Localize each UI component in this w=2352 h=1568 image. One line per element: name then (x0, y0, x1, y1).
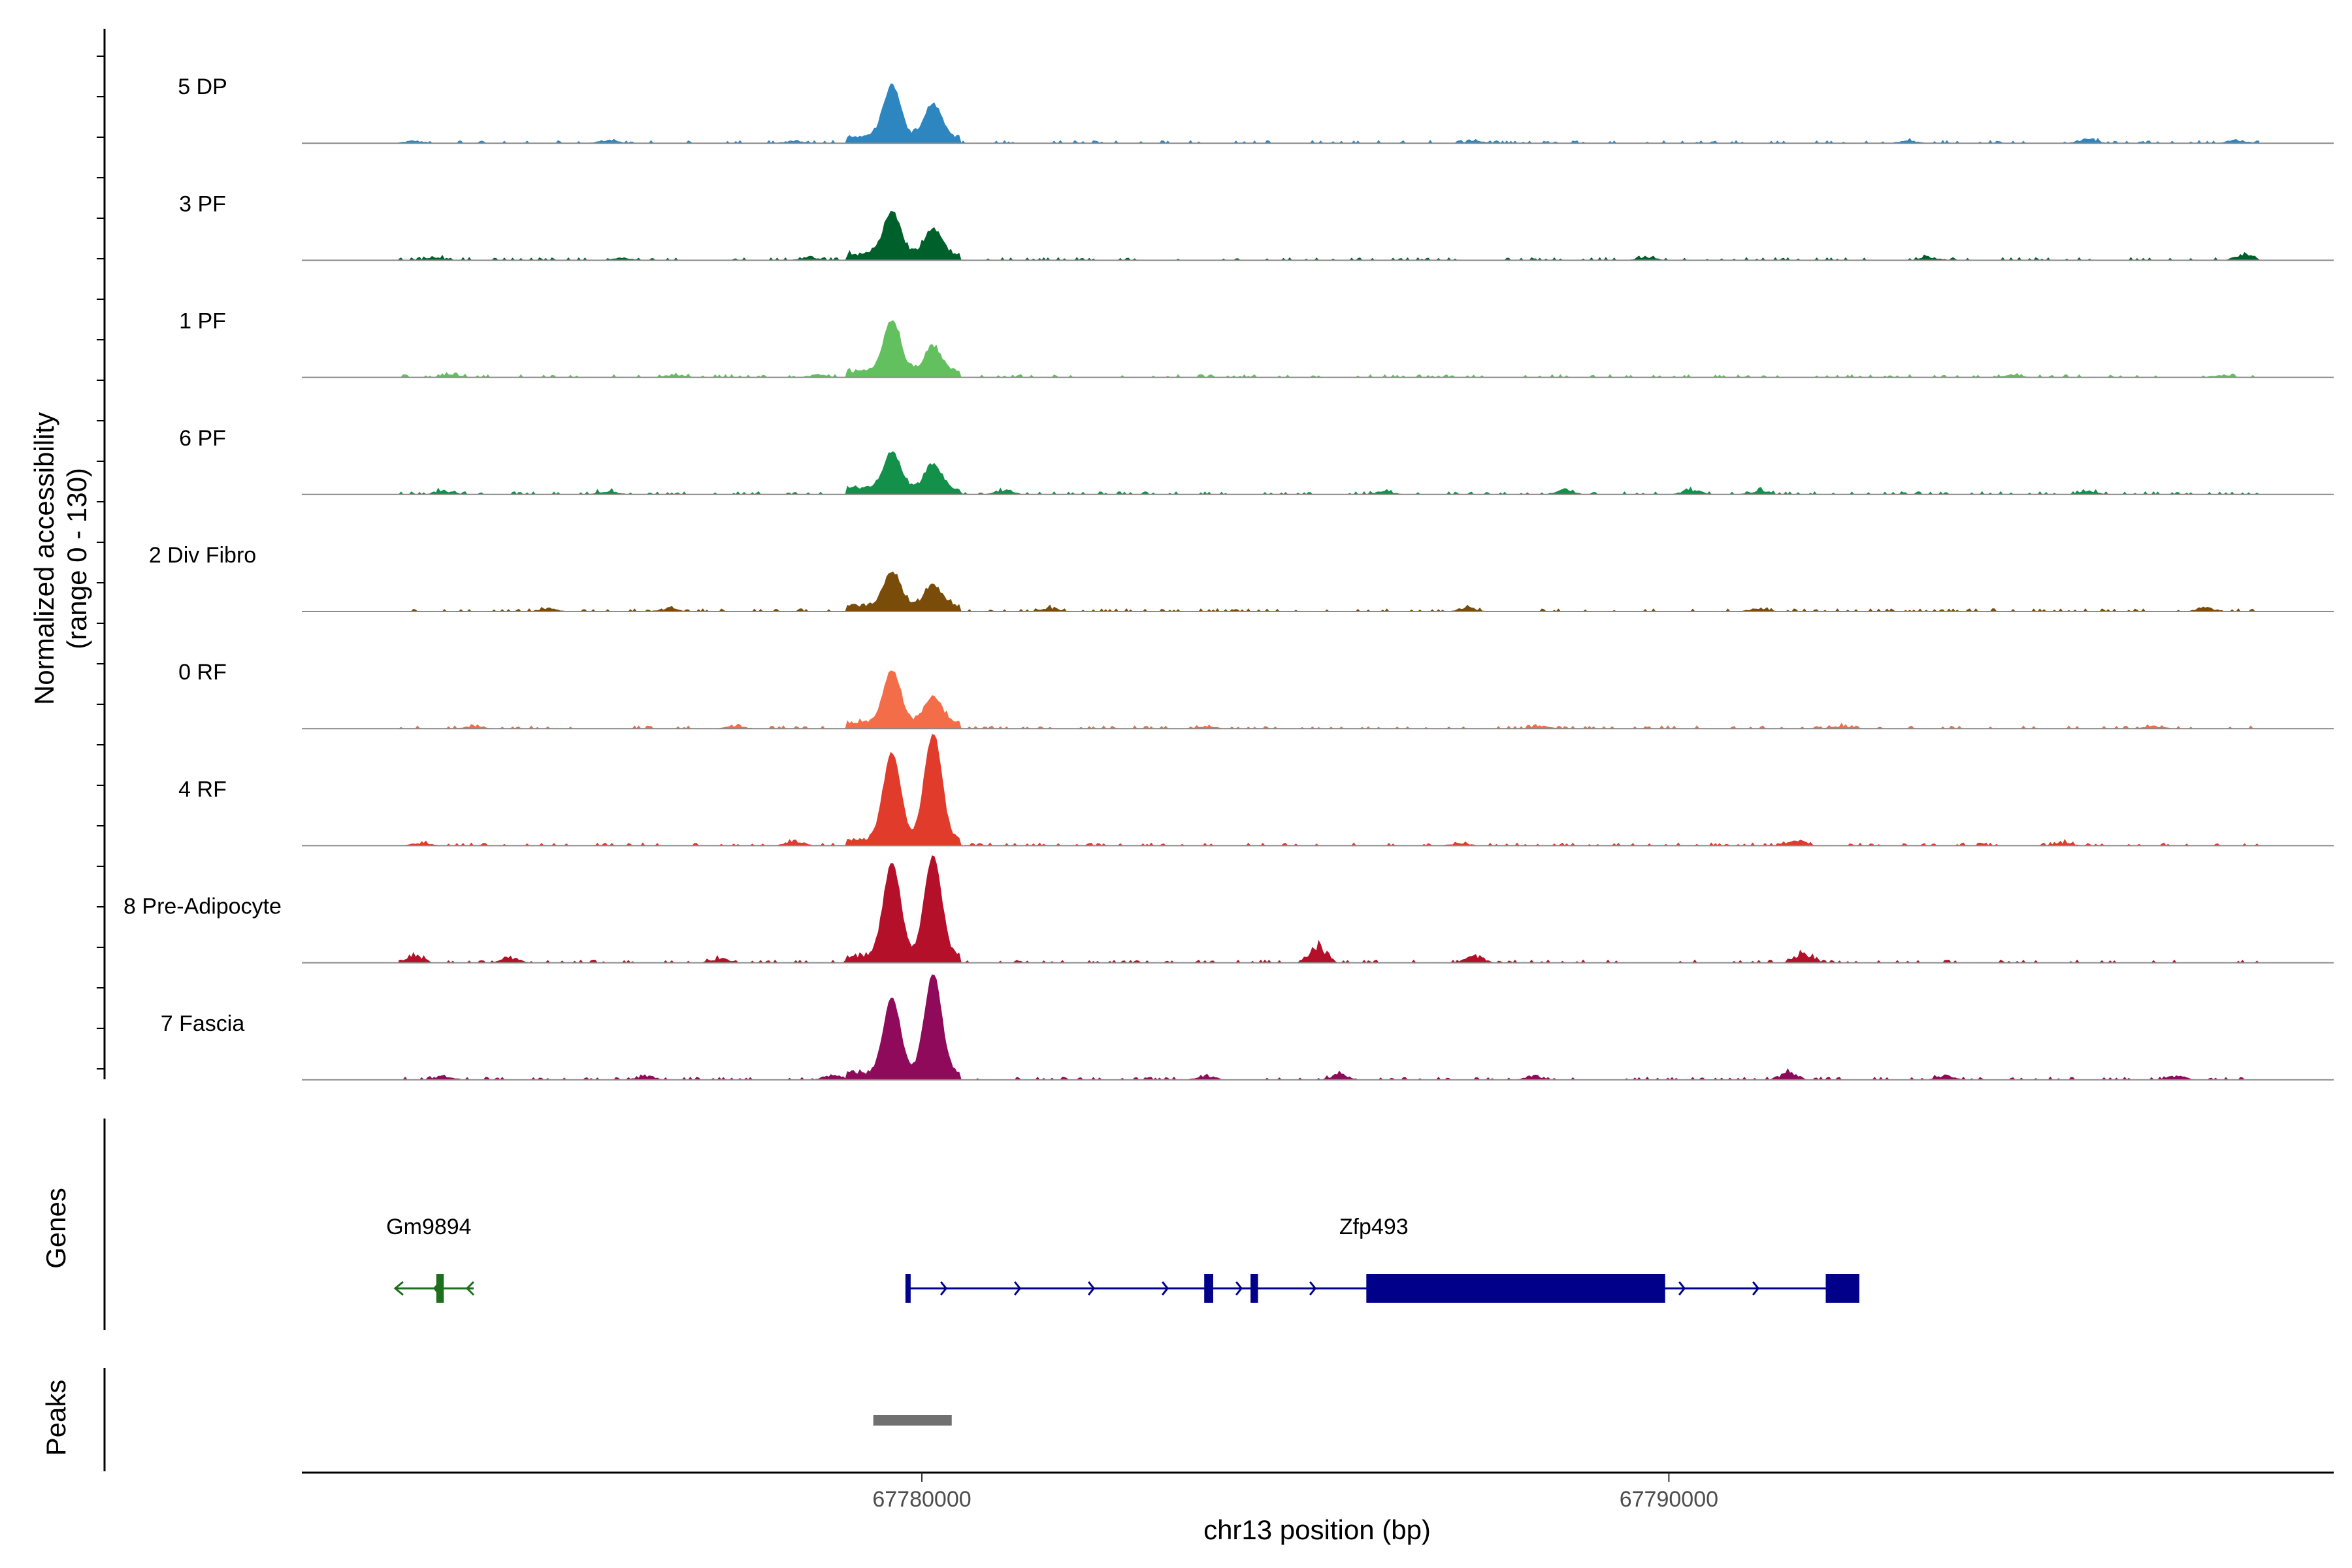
coverage-area (399, 319, 2259, 378)
gene-exon (1366, 1274, 1665, 1303)
track-label: 1 PF (179, 309, 226, 334)
track-0-rf: 0 RF (178, 660, 2334, 730)
track-8-pre-adipocyte: 8 Pre-Adipocyte (123, 855, 2334, 964)
coverage-area (399, 734, 2261, 847)
strand-arrow (1013, 1281, 1022, 1296)
gene-label: Zfp493 (1339, 1215, 1409, 1239)
track-label: 0 RF (178, 660, 227, 685)
gene-exon (905, 1274, 911, 1303)
coverage-area (399, 974, 2259, 1081)
gene-exon (1204, 1274, 1213, 1303)
gene-label: Gm9894 (386, 1215, 471, 1239)
strand-arrow (465, 1281, 475, 1296)
x-tick-label: 67780000 (872, 1487, 971, 1512)
y-axis-title-line2: (range 0 - 130) (61, 468, 92, 649)
track-4-rf: 4 RF (178, 734, 2334, 847)
x-axis-title: chr13 position (bp) (1203, 1514, 1431, 1545)
strand-arrow (1752, 1281, 1760, 1296)
gene-annotation-track: Gm9894 Zfp493 (386, 1215, 1859, 1303)
track-5-dp: 5 DP (178, 74, 2334, 144)
strand-arrow (1309, 1281, 1317, 1296)
gene-exon (1250, 1274, 1258, 1303)
track-label: 5 DP (178, 74, 227, 99)
peaks-panel-title: Peaks (41, 1380, 71, 1456)
genes-panel-title: Genes (41, 1188, 71, 1269)
coverage-y-ticks (97, 56, 105, 1070)
y-axis-title-line1: Normalized accessibility (29, 412, 59, 705)
coverage-area (399, 571, 2259, 612)
coverage-area (397, 670, 2259, 730)
x-tick-label: 67790000 (1620, 1487, 1718, 1512)
gene-exon (1825, 1274, 1859, 1303)
track-label: 2 Div Fibro (149, 543, 256, 568)
track-6-pf: 6 PF (179, 426, 2334, 495)
coverage-area (399, 210, 2260, 261)
track-2-div-fibro: 2 Div Fibro (149, 543, 2334, 612)
track-label: 3 PF (179, 191, 226, 216)
track-3-pf: 3 PF (179, 191, 2334, 261)
track-label: 4 RF (178, 777, 227, 802)
track-label: 7 Fascia (161, 1011, 245, 1036)
track-1-pf: 1 PF (179, 309, 2334, 378)
strand-arrow (1161, 1281, 1169, 1296)
track-label: 6 PF (179, 426, 226, 451)
track-7-fascia: 7 Fascia (161, 974, 2334, 1081)
coverage-area (399, 83, 2260, 144)
strand-arrow (1678, 1281, 1686, 1296)
peak-track (873, 1415, 952, 1426)
x-axis-ticks: 67780000 67790000 (872, 1473, 1718, 1512)
strand-arrow (1235, 1281, 1243, 1296)
coverage-area (398, 451, 2261, 495)
peak-region (873, 1415, 952, 1426)
coverage-tracks: 5 DP 3 PF 1 PF 6 PF 2 Div Fibro 0 RF 4 RF 8 Pre… (123, 74, 2334, 1081)
gene-gm9894: Gm9894 (386, 1215, 475, 1303)
coverage-area (399, 855, 2261, 964)
gene-exon (436, 1274, 444, 1303)
track-label: 8 Pre-Adipocyte (123, 894, 282, 919)
strand-arrow (393, 1281, 404, 1296)
strand-arrow (939, 1281, 948, 1296)
strand-arrow (1087, 1281, 1096, 1296)
gene-zfp493: Zfp493 (905, 1215, 1859, 1303)
